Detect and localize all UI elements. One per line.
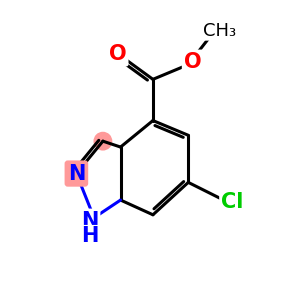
Circle shape bbox=[94, 132, 112, 151]
Text: O: O bbox=[184, 52, 202, 72]
Text: N: N bbox=[68, 164, 85, 184]
Text: H: H bbox=[81, 226, 98, 246]
Text: Cl: Cl bbox=[221, 191, 244, 212]
Text: CH₃: CH₃ bbox=[202, 22, 236, 40]
Text: N: N bbox=[81, 211, 98, 231]
Text: O: O bbox=[109, 44, 126, 64]
Circle shape bbox=[67, 164, 86, 183]
